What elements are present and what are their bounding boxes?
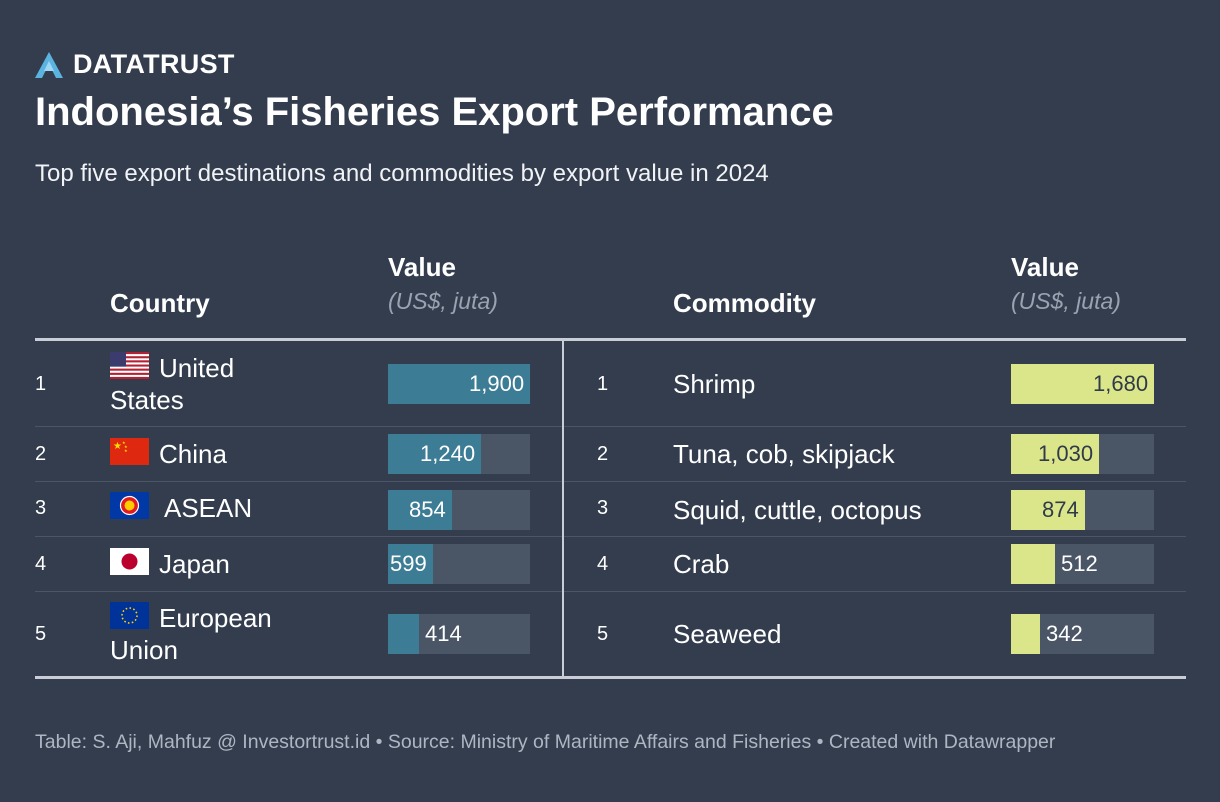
header-unit-commodity: (US$, juta)	[1011, 288, 1121, 314]
japan-flag-icon	[110, 548, 149, 575]
brand-name: DATATRUST	[73, 49, 235, 79]
china-flag-icon: ★ ★ ★ ★	[110, 438, 149, 465]
commodity-bar-track: 512	[1011, 544, 1154, 584]
commodity-value-label: 512	[1061, 551, 1098, 576]
commodity-rank: 1	[597, 373, 609, 395]
commodity-bar-tuna	[1011, 434, 1099, 474]
country-rank: 3	[35, 497, 47, 519]
commodity-rank: 2	[597, 443, 609, 465]
table-bottom-rule	[35, 676, 1186, 679]
country-value-label: 414	[425, 621, 462, 646]
table-top-rule	[35, 338, 1186, 341]
country-bar-european-union	[388, 614, 419, 654]
header-unit-country: (US$, juta)	[388, 288, 498, 314]
commodity-rank: 3	[597, 497, 609, 519]
country-cell-japan: Japan	[110, 548, 230, 580]
us-flag-icon	[110, 352, 149, 379]
country-value-label: 1,900	[469, 371, 525, 396]
country-name: Japan	[159, 549, 230, 579]
table-divider	[562, 341, 564, 676]
commodity-name: Squid, cuttle, octopus	[673, 495, 922, 525]
header-commodity: Commodity	[673, 288, 816, 318]
country-bar-united-states	[388, 364, 530, 404]
commodity-value-label: 874	[1042, 497, 1079, 522]
country-bar-track: 1,900	[388, 364, 530, 404]
svg-text:★: ★	[113, 441, 122, 452]
country-cell-european-union: European Union	[110, 602, 310, 666]
country-rank: 4	[35, 553, 47, 575]
commodity-name: Shrimp	[673, 369, 756, 399]
header-country: Country	[110, 288, 210, 318]
country-rank: 1	[35, 373, 47, 395]
commodity-name: Tuna, cob, skipjack	[673, 439, 895, 469]
row-separator	[564, 426, 1186, 427]
commodity-bar-track: 342	[1011, 614, 1154, 654]
country-name: China	[159, 439, 227, 469]
row-separator	[564, 481, 1186, 482]
svg-text:★: ★	[124, 448, 128, 453]
country-name: ASEAN	[164, 493, 253, 523]
row-separator	[564, 536, 1186, 537]
row-separator	[35, 481, 562, 482]
country-cell-united-states: United States	[110, 352, 290, 416]
country-bar-track: 414	[388, 614, 530, 654]
commodity-name: Crab	[673, 549, 730, 579]
asean-flag-icon	[110, 492, 149, 519]
country-bar-china	[388, 434, 481, 474]
commodity-rank: 4	[597, 553, 609, 575]
commodity-bar-track: 1,680	[1011, 364, 1154, 404]
country-name: United States	[110, 353, 235, 415]
commodity-bar-squid	[1011, 490, 1085, 530]
commodity-value-label: 342	[1046, 621, 1083, 646]
country-rank: 5	[35, 623, 47, 645]
country-cell-asean: ASEAN	[110, 492, 252, 524]
country-bar-track: 1,240	[388, 434, 530, 474]
row-separator	[35, 426, 562, 427]
country-bar-asean	[388, 490, 452, 530]
page-title: Indonesia’s Fisheries Export Performance	[35, 90, 834, 134]
eu-flag-icon	[110, 602, 149, 629]
svg-text:★: ★	[122, 440, 126, 445]
row-separator	[564, 591, 1186, 592]
country-value-label: 599	[390, 551, 427, 576]
commodity-bar-shrimp	[1011, 364, 1154, 404]
commodity-bar-track: 874	[1011, 490, 1154, 530]
page-subtitle: Top five export destinations and commodi…	[35, 160, 769, 187]
commodity-bar-seaweed	[1011, 614, 1040, 654]
header-value-commodity: Value	[1011, 252, 1079, 282]
row-separator	[35, 591, 562, 592]
brand: DATATRUST	[35, 49, 235, 80]
footer-credits: Table: S. Aji, Mahfuz @ Investortrust.id…	[35, 731, 1056, 753]
country-name: European Union	[110, 603, 272, 665]
commodity-value-label: 1,680	[1093, 371, 1149, 396]
country-bar-japan	[388, 544, 433, 584]
row-separator	[35, 536, 562, 537]
commodity-value-label: 1,030	[1038, 441, 1094, 466]
commodity-rank: 5	[597, 623, 609, 645]
country-rank: 2	[35, 443, 47, 465]
header-value-country: Value	[388, 252, 456, 282]
country-bar-track: 854	[388, 490, 530, 530]
svg-text:★: ★	[124, 444, 128, 449]
commodity-bar-track: 1,030	[1011, 434, 1154, 474]
country-bar-track: 599	[388, 544, 530, 584]
commodity-name: Seaweed	[673, 619, 782, 649]
country-value-label: 1,240	[420, 441, 476, 466]
commodity-bar-crab	[1011, 544, 1055, 584]
country-cell-china: ★ ★ ★ ★ China	[110, 438, 227, 470]
country-value-label: 854	[409, 497, 446, 522]
datatrust-logo-icon	[35, 51, 63, 78]
